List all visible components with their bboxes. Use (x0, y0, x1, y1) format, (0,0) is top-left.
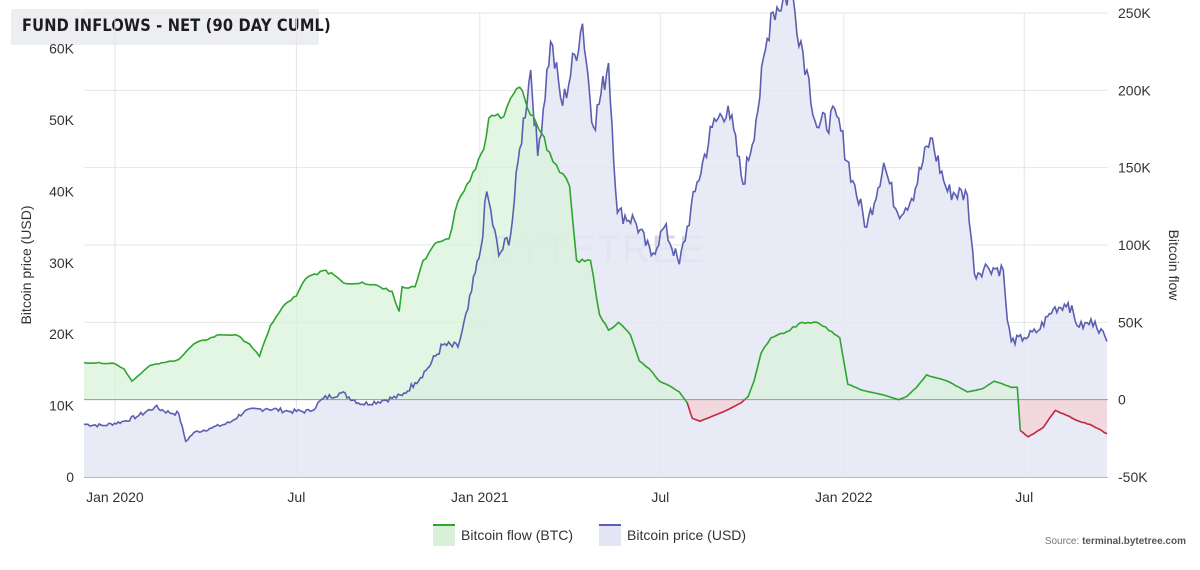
chart-title-box: FUND INFLOWS - NET (90 DAY CUML) (11, 9, 331, 45)
y-right-tick-label: -50K (1118, 469, 1148, 485)
y-left-tick-label: 40K (49, 183, 75, 199)
y-right-axis-title: Bitcoin flow (1166, 230, 1182, 302)
y-left-tick-label: 60K (49, 41, 75, 57)
y-left-tick-label: 50K (49, 112, 75, 128)
source-credit: Source: terminal.bytetree.com (1045, 536, 1186, 547)
x-tick-label: Jul (651, 489, 669, 505)
legend-label-price: Bitcoin price (USD) (627, 527, 747, 543)
x-tick-label: Jan 2021 (451, 489, 509, 505)
x-tick-label: Jul (287, 489, 305, 505)
legend-swatch-price (599, 524, 622, 546)
y-right-tick-label: 50K (1118, 314, 1144, 330)
source-prefix: Source: (1044, 536, 1083, 547)
y-left-axis-title: Bitcoin price (USD) (18, 205, 34, 324)
flow-area-positive (84, 87, 1107, 400)
legend-swatch-flow (433, 524, 455, 546)
y-right-tick-label: 100K (1118, 237, 1151, 253)
y-right-tick-label: 0 (1118, 392, 1126, 408)
flow-line-positive (744, 321, 1022, 431)
source-link[interactable]: terminal.bytetree.com (1082, 536, 1186, 547)
y-left-tick-label: 30K (49, 255, 75, 271)
x-tick-label: Jan 2020 (86, 489, 144, 505)
y-right-tick-label: 150K (1118, 160, 1151, 176)
flow-line-positive (83, 86, 688, 404)
y-left-tick-label: 0 (66, 469, 74, 485)
price-line (83, 0, 1108, 443)
legend-label-flow: Bitcoin flow (BTC) (461, 527, 574, 543)
y-right-tick-label: 200K (1118, 82, 1151, 98)
x-tick-label: Jan 2022 (815, 489, 873, 505)
chart-title: FUND INFLOWS - NET (90 DAY CUML) (22, 16, 331, 36)
y-left-tick-label: 10K (49, 398, 75, 414)
x-tick-label: Jul (1015, 489, 1033, 505)
y-left-tick-label: 20K (49, 326, 75, 342)
legend-item-price[interactable]: Bitcoin price (USD) (599, 524, 746, 546)
price-area (84, 0, 1107, 477)
y-right-tick-label: 250K (1118, 5, 1151, 21)
legend: Bitcoin flow (BTC) Bitcoin price (USD) (433, 524, 772, 546)
flow-line-negative (686, 399, 746, 423)
legend-item-flow[interactable]: Bitcoin flow (BTC) (433, 524, 573, 546)
flow-line-negative (1019, 409, 1108, 438)
